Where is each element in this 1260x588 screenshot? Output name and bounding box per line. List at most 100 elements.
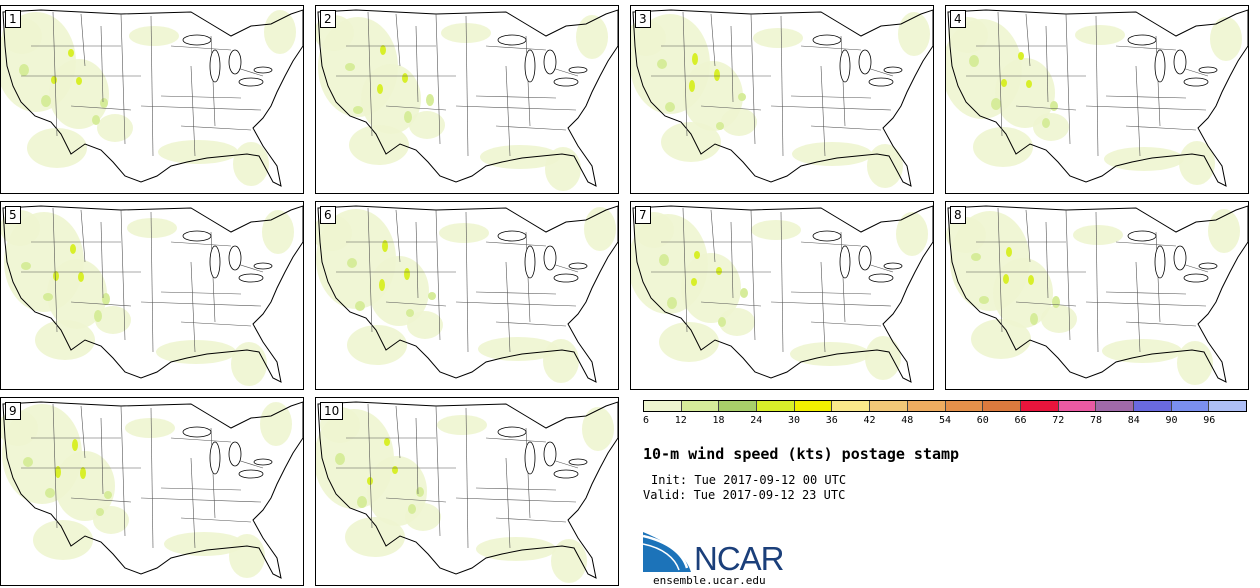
ensemble-member-panel-3: 3 <box>630 5 934 194</box>
ensemble-member-panel-5: 5 <box>0 201 304 390</box>
state-border <box>150 15 154 157</box>
great-lake <box>858 49 872 75</box>
state-border <box>435 209 441 341</box>
state-border <box>800 45 862 51</box>
great-lake <box>1154 245 1166 279</box>
state-border <box>1125 125 1197 131</box>
wind-shading <box>1050 101 1058 111</box>
colorbar-swatch-7 <box>870 401 908 411</box>
member-number: 8 <box>950 206 966 224</box>
wind-shading <box>428 292 436 300</box>
state-border <box>1095 15 1099 157</box>
colorbar-swatch-15 <box>1171 401 1210 411</box>
wind-shading <box>233 142 269 186</box>
member-number: 7 <box>635 206 651 224</box>
great-lake <box>839 49 851 83</box>
wind-shading <box>659 254 669 266</box>
ensemble-member-panel-4: 4 <box>945 5 1249 194</box>
wind-shading <box>33 520 93 560</box>
ensemble-member-panel-8: 8 <box>945 201 1249 390</box>
member-number: 6 <box>320 206 336 224</box>
wind-shading <box>95 306 131 334</box>
wind-shading <box>102 293 110 305</box>
wind-shading <box>582 407 614 451</box>
wind-shading <box>971 319 1031 359</box>
colorbar-label: 48 <box>901 415 914 426</box>
state-border <box>505 261 511 353</box>
great-lake <box>1183 77 1209 87</box>
wind-shading <box>867 144 903 188</box>
wind-shading <box>404 111 412 123</box>
great-lake <box>553 469 579 479</box>
wind-shading <box>379 279 385 291</box>
wind-shading <box>68 49 74 57</box>
ensemble-member-panel-2: 2 <box>315 5 619 194</box>
state-border <box>455 301 577 307</box>
wind-shading <box>347 325 407 365</box>
wind-shading <box>1104 147 1184 171</box>
colorbar-swatch-12 <box>1058 401 1097 411</box>
state-border <box>80 13 86 67</box>
member-number: 10 <box>320 402 344 420</box>
wind-shading <box>96 508 104 516</box>
colorbar-swatch-10 <box>983 401 1021 411</box>
state-border <box>160 487 242 491</box>
member-number: 5 <box>5 206 21 224</box>
wind-shading <box>349 125 409 165</box>
colorbar-label: 90 <box>1165 415 1178 426</box>
wind-shading <box>991 98 1001 110</box>
wind-shading <box>129 26 179 46</box>
colorbar-swatch-13 <box>1096 401 1134 411</box>
state-border <box>1085 105 1207 111</box>
wind-shading <box>545 147 581 191</box>
wind-shading <box>661 122 721 162</box>
great-lake <box>238 469 264 479</box>
state-border <box>52 11 58 137</box>
wind-shading <box>753 28 803 48</box>
state-border <box>505 65 511 157</box>
state-border <box>800 241 862 247</box>
wind-shading <box>45 488 55 498</box>
state-border <box>485 241 547 247</box>
wind-speed-colorbar <box>643 400 1247 412</box>
state-border <box>80 209 86 263</box>
wind-shading <box>27 128 87 168</box>
state-border <box>820 65 826 157</box>
great-lake <box>524 245 536 279</box>
wind-shading <box>41 95 51 107</box>
wind-shading <box>692 53 698 65</box>
state-border <box>1025 209 1031 263</box>
state-border <box>415 25 419 103</box>
wind-shading <box>716 267 722 275</box>
colorbar-swatch-8 <box>907 401 946 411</box>
wind-shading <box>260 402 292 446</box>
wind-shading <box>158 140 238 164</box>
conus-map <box>631 205 933 383</box>
wind-shading <box>437 415 487 435</box>
state-border <box>1135 65 1141 157</box>
coastline <box>317 205 618 383</box>
wind-shading <box>689 80 695 92</box>
wind-shading <box>409 111 445 139</box>
colorbar-swatch-9 <box>945 401 984 411</box>
wind-shading <box>345 517 405 557</box>
state-border <box>465 211 469 353</box>
colorbar-label: 54 <box>938 415 952 426</box>
state-border <box>160 291 242 295</box>
wind-shading <box>23 457 33 467</box>
wind-shading <box>347 258 357 268</box>
coastline <box>632 205 933 383</box>
great-lake <box>868 273 894 283</box>
colorbar-labels: 6 12 18 24 30 36 42 48 54 60 66 72 78 84 90 96 <box>643 415 1247 429</box>
wind-shading <box>865 336 901 380</box>
wind-shading <box>78 272 84 282</box>
conus-map <box>946 9 1248 187</box>
wind-shading <box>231 342 267 386</box>
state-border <box>485 437 547 443</box>
wind-shading <box>392 466 398 474</box>
great-lake <box>253 66 273 74</box>
wind-shading <box>345 63 355 71</box>
state-border <box>367 207 373 333</box>
state-border <box>120 13 126 145</box>
great-lake <box>568 262 588 270</box>
